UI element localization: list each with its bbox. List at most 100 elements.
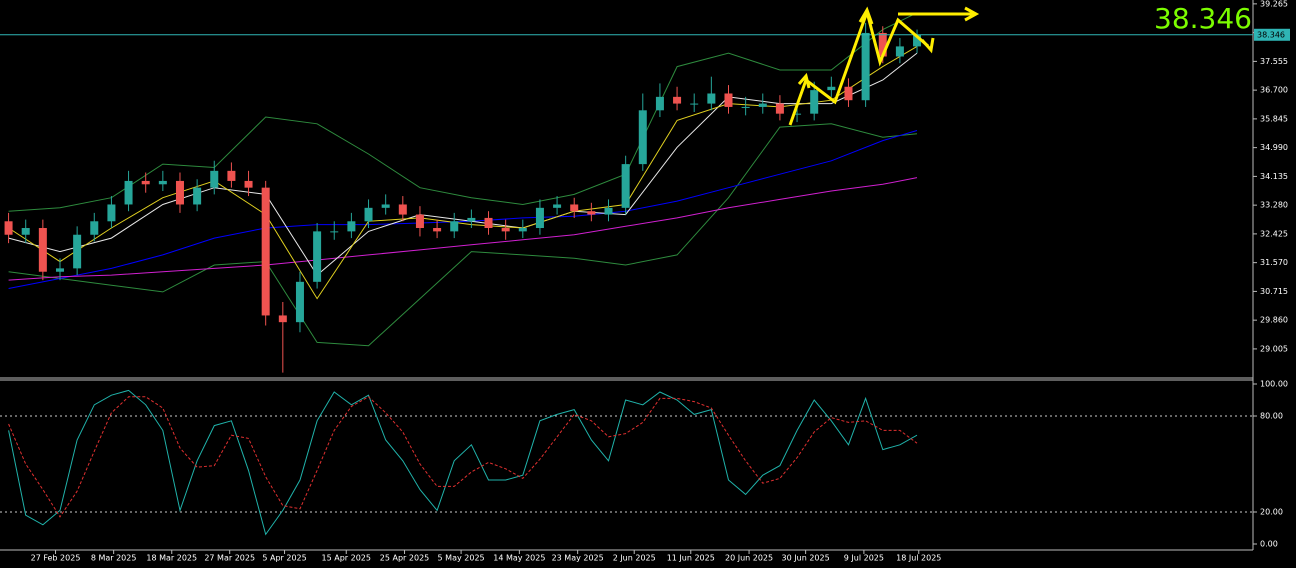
candle-body <box>244 180 253 188</box>
candle-body <box>107 204 116 222</box>
y-tick-label: 33.280 <box>1260 201 1288 210</box>
x-tick-label: 11 Jun 2025 <box>667 554 715 563</box>
candle-body <box>278 315 287 323</box>
candle-body <box>810 90 819 114</box>
arrow-head <box>920 37 935 54</box>
candle-body <box>707 93 716 104</box>
candle-body <box>467 217 476 222</box>
y-tick-label: 34.990 <box>1260 143 1288 152</box>
x-tick-label: 15 Apr 2025 <box>322 554 371 563</box>
candle-body <box>518 228 527 232</box>
x-tick-label: 14 May 2025 <box>493 554 545 563</box>
candle-body <box>4 221 13 235</box>
candle-body <box>604 207 613 215</box>
candle-body <box>124 180 133 205</box>
x-tick-label: 20 Jun 2025 <box>725 554 773 563</box>
x-tick-label: 18 Mar 2025 <box>146 554 197 563</box>
candle-body <box>861 32 870 101</box>
arrow-head <box>797 72 811 89</box>
y-tick-label: 80.00 <box>1260 412 1283 421</box>
candle-body <box>844 86 853 101</box>
current-price-label: 38.346 <box>1257 30 1285 39</box>
candle-body <box>913 34 922 47</box>
x-tick-label: 18 Jul 2025 <box>896 554 941 563</box>
candle-body <box>433 228 442 232</box>
y-tick-label: 34.135 <box>1260 172 1288 181</box>
y-tick-label: 29.860 <box>1260 316 1288 325</box>
x-tick-label: 2 Jun 2025 <box>613 554 656 563</box>
indicator-line <box>8 396 918 518</box>
current-price-box <box>1254 28 1290 41</box>
candle-body <box>227 170 236 181</box>
candle-body <box>141 180 150 185</box>
candle-body <box>758 103 767 107</box>
candle-body <box>158 180 167 185</box>
candle-body <box>655 96 664 111</box>
candle-body <box>73 234 82 269</box>
y-tick-label: 30.715 <box>1260 287 1288 296</box>
candle-body <box>895 46 904 57</box>
candle-body <box>55 268 64 272</box>
indicator-line <box>8 12 918 212</box>
x-tick-label: 9 Jul 2025 <box>844 554 884 563</box>
candle-body <box>364 207 373 222</box>
x-tick-label: 25 Apr 2025 <box>380 554 429 563</box>
candle-body <box>330 231 339 233</box>
x-tick-label: 8 Mar 2025 <box>91 554 137 563</box>
candle-body <box>398 204 407 215</box>
candle-body <box>775 103 784 114</box>
y-tick-label: 29.005 <box>1260 344 1288 353</box>
candle-body <box>90 221 99 235</box>
current-price-big: 38.346 <box>1154 2 1252 35</box>
indicator-line <box>8 177 918 281</box>
candle-body <box>38 228 47 272</box>
arrow-head <box>964 6 980 22</box>
x-tick-label: 27 Mar 2025 <box>204 554 255 563</box>
y-tick-label: 0.00 <box>1260 540 1278 549</box>
candle-body <box>621 164 630 208</box>
candle-body <box>21 228 30 235</box>
candle-body <box>827 86 836 91</box>
candle-body <box>690 103 699 105</box>
candle-body <box>484 217 493 229</box>
candle-body <box>175 180 184 205</box>
candle-body <box>793 113 802 115</box>
candle-body <box>295 281 304 323</box>
candle-body <box>570 204 579 212</box>
candle-body <box>673 96 682 104</box>
y-tick-label: 35.845 <box>1260 114 1288 123</box>
candle-body <box>638 110 647 165</box>
candle-body <box>501 228 510 232</box>
candle-body <box>878 32 887 57</box>
y-tick-label: 100.00 <box>1260 380 1288 389</box>
candle-body <box>210 170 219 188</box>
candle-body <box>741 106 750 108</box>
y-tick-label: 32.425 <box>1260 229 1288 238</box>
x-tick-label: 5 May 2025 <box>438 554 485 563</box>
x-tick-label: 23 May 2025 <box>552 554 604 563</box>
candle-body <box>587 211 596 215</box>
x-tick-label: 27 Feb 2025 <box>31 554 81 563</box>
candle-body <box>415 214 424 229</box>
candle-body <box>193 187 202 205</box>
y-tick-label: 20.00 <box>1260 508 1283 517</box>
candle-body <box>724 93 733 107</box>
indicator-line <box>8 389 918 536</box>
indicator-line <box>8 123 918 347</box>
x-tick-label: 5 Apr 2025 <box>262 554 306 563</box>
candle-body <box>313 231 322 282</box>
y-tick-label: 37.555 <box>1260 57 1288 66</box>
candle-body <box>450 221 459 232</box>
y-tick-label: 31.570 <box>1260 258 1288 267</box>
candle-body <box>261 187 270 316</box>
arrow-head <box>858 6 874 25</box>
annotation-arrows <box>788 6 980 126</box>
candle-body <box>553 204 562 208</box>
candle-body <box>381 204 390 208</box>
y-tick-label: 36.700 <box>1260 86 1288 95</box>
y-tick-label: 39.265 <box>1260 0 1288 8</box>
candle-body <box>347 221 356 232</box>
